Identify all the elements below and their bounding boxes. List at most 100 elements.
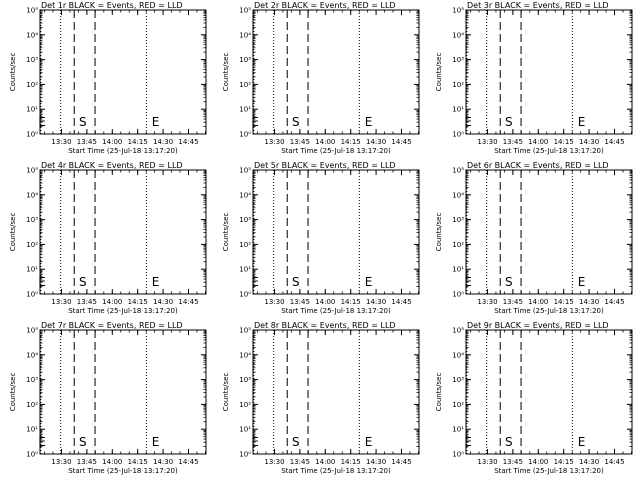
event-marker-e: E [464, 275, 472, 289]
y-tick-label: 10¹ [239, 106, 251, 114]
x-tick-label: 13:45 [503, 138, 523, 146]
plot-frame [465, 9, 633, 135]
y-tick-label: 10³ [239, 56, 251, 64]
y-tick-label: 10⁰ [26, 131, 38, 139]
y-tick-label: 10² [26, 401, 38, 409]
event-marker-e: E [152, 275, 160, 289]
plot-frame [39, 9, 207, 135]
y-tick-label: 10¹ [26, 266, 38, 274]
y-tick-label: 10⁴ [239, 31, 251, 39]
event-marker-e: E [152, 115, 160, 129]
x-axis-label: Start Time (25-Jul-18 13:17:20) [68, 147, 178, 155]
y-tick-label: 10⁵ [26, 167, 38, 175]
panel-title: Det 6r BLACK = Events, RED = LLD [467, 161, 609, 170]
y-tick-label: 10⁴ [452, 31, 464, 39]
x-tick-label: 14:30 [366, 138, 386, 146]
plot-frame [465, 329, 633, 455]
chart-panel-2: Det 2r BLACK = Events, RED = LLD 10⁰ 10¹ 10… [222, 1, 420, 155]
x-tick-label: 14:15 [128, 458, 148, 466]
plot-frame [465, 169, 633, 295]
x-tick-label: 14:00 [315, 298, 335, 306]
y-tick-label: 10⁴ [239, 191, 251, 199]
panel-title: Det 3r BLACK = Events, RED = LLD [467, 1, 609, 10]
panel-title: Det 5r BLACK = Events, RED = LLD [254, 161, 396, 170]
x-axis-label: Start Time (25-Jul-18 13:17:20) [281, 147, 391, 155]
x-tick-label: 14:15 [554, 138, 574, 146]
event-marker-e: E [464, 115, 472, 129]
y-tick-label: 10⁰ [26, 291, 38, 299]
x-tick-label: 14:45 [604, 458, 624, 466]
y-tick-label: 10³ [26, 376, 38, 384]
x-tick-label: 14:30 [153, 138, 173, 146]
y-tick-label: 10¹ [239, 426, 251, 434]
y-tick-label: 10⁴ [452, 191, 464, 199]
x-tick-label: 14:15 [341, 298, 361, 306]
y-tick-label: 10¹ [26, 426, 38, 434]
x-tick-label: 14:45 [604, 298, 624, 306]
x-axis-label: Start Time (25-Jul-18 13:17:20) [494, 467, 604, 475]
x-tick-label: 13:45 [77, 298, 97, 306]
y-tick-label: 10² [26, 81, 38, 89]
plot-frame [252, 329, 420, 455]
y-tick-label: 10⁵ [239, 7, 251, 15]
x-axis-label: Start Time (25-Jul-18 13:17:20) [494, 307, 604, 315]
panel-title: Det 2r BLACK = Events, RED = LLD [254, 1, 396, 10]
x-tick-label: 14:00 [315, 138, 335, 146]
y-tick-label: 10⁴ [26, 191, 38, 199]
x-tick-label: 14:00 [315, 458, 335, 466]
x-tick-label: 14:15 [341, 458, 361, 466]
event-marker-s: S [79, 435, 87, 449]
event-marker-e: E [152, 435, 160, 449]
y-tick-label: 10¹ [26, 106, 38, 114]
y-axis-label: Counts/sec [222, 53, 230, 92]
x-tick-label: 13:30 [264, 138, 284, 146]
event-marker-e: E [365, 275, 373, 289]
chart-panel-9: Det 9r BLACK = Events, RED = LLD 10⁰ 10¹ 10… [435, 321, 633, 475]
plot-frame [39, 329, 207, 455]
x-tick-label: 13:45 [503, 298, 523, 306]
y-axis-label: Counts/sec [435, 213, 443, 252]
x-tick-label: 13:30 [264, 458, 284, 466]
chart-panel-1: Det 1r BLACK = Events, RED = LLD 10⁰ 10¹ 10… [9, 1, 207, 155]
x-tick-label: 13:30 [477, 298, 497, 306]
x-tick-label: 14:45 [178, 298, 198, 306]
y-tick-label: 10⁵ [239, 167, 251, 175]
x-tick-label: 13:30 [51, 458, 71, 466]
y-axis-label: Counts/sec [435, 53, 443, 92]
event-marker-e: E [365, 435, 373, 449]
y-tick-label: 10³ [239, 216, 251, 224]
x-tick-label: 13:30 [477, 458, 497, 466]
y-tick-label: 10⁰ [26, 451, 38, 459]
x-tick-label: 14:00 [102, 138, 122, 146]
panel-title: Det 4r BLACK = Events, RED = LLD [41, 161, 183, 170]
x-tick-label: 14:30 [579, 298, 599, 306]
y-tick-label: 10⁵ [452, 167, 464, 175]
y-tick-label: 10² [26, 241, 38, 249]
event-marker-e: E [251, 435, 259, 449]
y-tick-label: 10⁰ [452, 131, 464, 139]
chart-panel-4: Det 4r BLACK = Events, RED = LLD 10⁰ 10¹ 10… [9, 161, 207, 315]
y-tick-label: 10¹ [452, 426, 464, 434]
x-axis-label: Start Time (25-Jul-18 13:17:20) [281, 307, 391, 315]
y-axis-label: Counts/sec [222, 213, 230, 252]
x-tick-label: 13:45 [503, 458, 523, 466]
event-marker-e: E [251, 275, 259, 289]
x-tick-label: 14:30 [153, 458, 173, 466]
x-tick-label: 13:30 [51, 298, 71, 306]
x-tick-label: 14:30 [153, 298, 173, 306]
y-tick-label: 10⁴ [26, 351, 38, 359]
y-tick-label: 10³ [452, 216, 464, 224]
x-tick-label: 14:15 [554, 298, 574, 306]
y-tick-label: 10¹ [239, 266, 251, 274]
x-tick-label: 13:30 [51, 138, 71, 146]
y-tick-label: 10² [239, 401, 251, 409]
y-tick-label: 10³ [26, 216, 38, 224]
y-tick-label: 10⁴ [452, 351, 464, 359]
x-tick-label: 14:45 [391, 298, 411, 306]
x-tick-label: 13:45 [77, 458, 97, 466]
plot-frame [252, 169, 420, 295]
x-tick-label: 14:30 [366, 458, 386, 466]
x-tick-label: 13:45 [77, 138, 97, 146]
panel-title: Det 7r BLACK = Events, RED = LLD [41, 321, 183, 330]
